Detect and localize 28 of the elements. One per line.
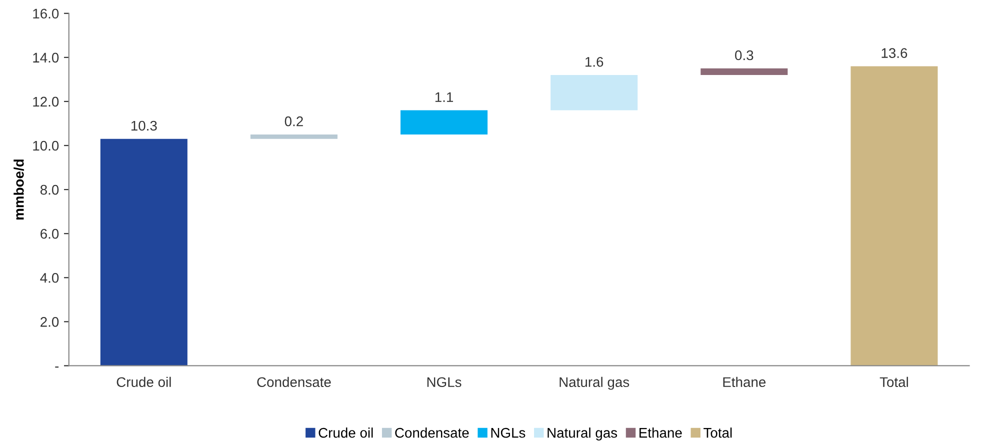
- x-tick-label: Crude oil: [116, 376, 171, 388]
- x-tick-label: NGLs: [427, 377, 462, 388]
- legend-label: Natural gas: [548, 428, 618, 440]
- y-tick-label: 8.0: [40, 184, 59, 195]
- x-tick-label: Natural gas: [560, 376, 630, 390]
- y-tick-label: 10.0: [33, 140, 59, 151]
- data-label: 10.3: [131, 120, 157, 131]
- y-axis-title: mmboe/d: [14, 160, 24, 220]
- data-label: 0.2: [284, 116, 303, 126]
- legend-label: Total: [704, 428, 732, 438]
- y-tick-label: 6.0: [40, 228, 59, 239]
- data-label: 1.1: [435, 92, 454, 102]
- x-tick-label: Ethane: [723, 376, 766, 388]
- y-tick-label: 14.0: [33, 52, 59, 63]
- y-tick-label: 4.0: [40, 272, 59, 283]
- data-label: 13.6: [882, 48, 908, 58]
- y-tick-label: 12.0: [33, 96, 59, 107]
- legend-label: Condensate: [395, 428, 469, 438]
- y-tick-label: 16.0: [33, 8, 59, 19]
- x-tick-label: Total: [880, 376, 908, 388]
- data-label: 0.3: [735, 50, 754, 60]
- x-tick-label: Condensate: [257, 376, 331, 388]
- data-label: 1.6: [585, 56, 604, 67]
- legend-label: Crude oil: [318, 428, 373, 438]
- y-tick-label: -: [55, 366, 59, 368]
- y-tick-label: 2.0: [40, 317, 59, 327]
- legend-label: Ethane: [640, 428, 682, 438]
- legend-label: NGLs: [491, 428, 526, 438]
